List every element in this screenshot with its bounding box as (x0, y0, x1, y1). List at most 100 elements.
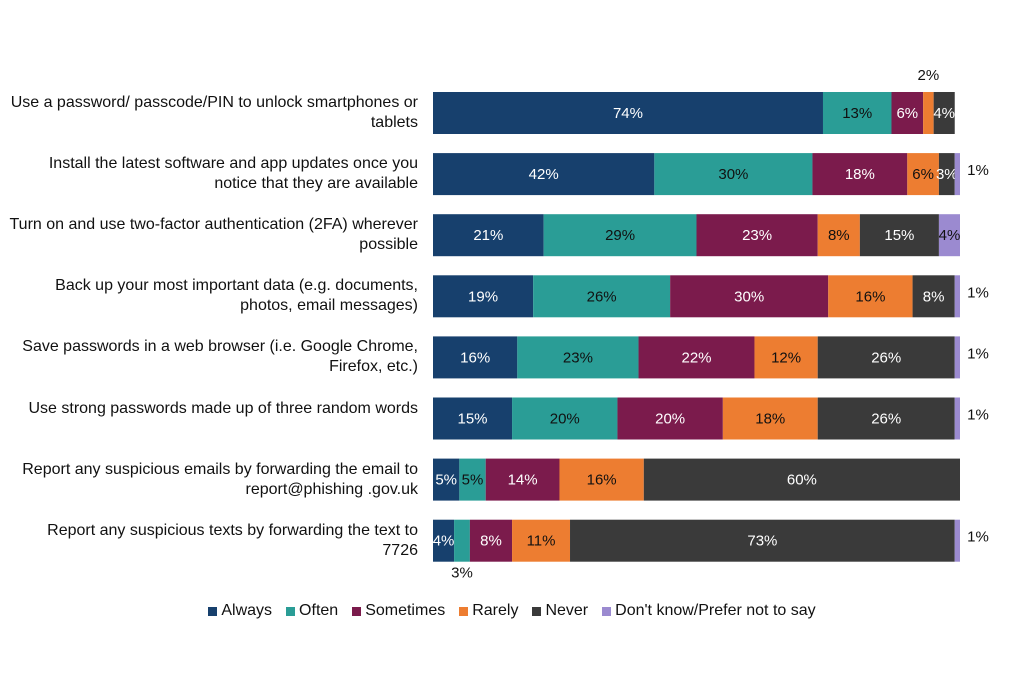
value-label: 4% (933, 105, 955, 122)
value-label: 18% (755, 410, 785, 427)
legend-label: Don't know/Prefer not to say (615, 602, 816, 619)
value-label: 42% (529, 166, 559, 183)
bar-segment (433, 153, 655, 196)
bar-segment (617, 397, 723, 440)
legend-swatch (208, 606, 218, 616)
category-label: Use a password/ passcode/PIN to unlock s… (10, 94, 418, 131)
bar-segment (643, 458, 960, 501)
legend-swatch (286, 606, 296, 616)
value-label: 23% (742, 227, 772, 244)
bar-segment (817, 336, 955, 379)
legend-item: Often (286, 602, 338, 620)
bar-segment (670, 275, 829, 318)
value-label: 16% (460, 349, 490, 366)
category-label: Back up your most important data (e.g. d… (55, 277, 418, 315)
bar-segment (459, 458, 486, 501)
bar-segment (512, 519, 571, 562)
bar-segment (570, 519, 955, 562)
value-label: 26% (871, 410, 901, 427)
bar-segment (654, 153, 813, 196)
bar-segment (433, 92, 823, 134)
bar-segment (754, 336, 818, 379)
value-label: 30% (718, 166, 748, 183)
bar-segment (859, 214, 939, 257)
value-label: 19% (468, 288, 498, 305)
category-label: Report any suspicious texts by forwardin… (47, 521, 418, 559)
value-label: 3% (936, 166, 958, 183)
value-label: 1% (967, 284, 989, 301)
value-label: 6% (896, 105, 918, 122)
bar-segment (559, 458, 644, 501)
bar-segment (812, 153, 908, 196)
value-label: 6% (912, 166, 934, 183)
legend-label: Always (221, 602, 273, 619)
legend-swatch (602, 606, 612, 616)
bar-segment (433, 397, 513, 440)
bar-segment (485, 458, 560, 501)
legend-label: Never (545, 602, 589, 619)
bar-segment (912, 275, 955, 318)
value-label: 23% (563, 349, 593, 366)
bar-segment (517, 336, 639, 379)
value-label: 21% (473, 227, 503, 244)
value-label: 74% (613, 105, 643, 122)
bar-segment (954, 336, 960, 379)
legend-item: Sometimes (352, 602, 445, 620)
bar-segment (817, 397, 955, 440)
bar-segment (696, 214, 818, 257)
value-label: 4% (939, 227, 961, 244)
bar-segment (891, 92, 924, 134)
bar-segment (817, 214, 860, 257)
value-label: 5% (462, 472, 484, 489)
value-label: 4% (433, 533, 455, 550)
bar-segment (433, 214, 544, 257)
value-label: 14% (508, 472, 538, 489)
bar-segment (722, 397, 818, 440)
value-label: 8% (923, 288, 945, 305)
value-label: 15% (458, 410, 488, 427)
value-label: 2% (918, 67, 940, 84)
legend-item: Never (532, 602, 588, 620)
bar-segment (433, 458, 460, 501)
bar-segment (638, 336, 755, 379)
bar-segment (433, 336, 518, 379)
legend-swatch (532, 606, 542, 616)
bar-segment (828, 275, 913, 318)
value-label: 13% (842, 105, 872, 122)
value-label: 1% (967, 162, 989, 179)
value-label: 22% (681, 349, 711, 366)
value-label: 16% (587, 472, 617, 489)
value-label: 30% (734, 288, 764, 305)
bar-segment (907, 153, 939, 196)
bar-segment (822, 92, 892, 134)
category-label: Turn on and use two-factor authenticatio… (9, 216, 418, 254)
value-label: 20% (655, 410, 685, 427)
bar-segment (454, 519, 470, 562)
value-label: 8% (828, 227, 850, 244)
bar-segment (512, 397, 618, 440)
bar-segment (954, 519, 960, 562)
value-label: 12% (771, 349, 801, 366)
value-label: 18% (845, 166, 875, 183)
category-label: Use strong passwords made up of three ra… (28, 399, 418, 417)
value-label: 1% (967, 529, 989, 546)
value-label: 26% (587, 288, 617, 305)
bar-segment (433, 275, 534, 318)
bar-segment (433, 519, 455, 562)
bar-segment (533, 275, 671, 318)
legend-item: Don't know/Prefer not to say (602, 602, 816, 620)
value-label: 73% (747, 533, 777, 550)
value-label: 8% (480, 533, 502, 550)
value-label: 26% (871, 349, 901, 366)
bar-segment (954, 275, 960, 318)
category-label: Report any suspicious emails by forwardi… (22, 460, 418, 498)
bar-segment (543, 214, 697, 257)
category-label: Install the latest software and app upda… (48, 155, 418, 193)
legend-item: Always (208, 602, 272, 620)
value-label: 29% (605, 227, 635, 244)
value-label: 15% (884, 227, 914, 244)
value-label: 1% (967, 345, 989, 362)
legend-label: Sometimes (365, 602, 446, 619)
